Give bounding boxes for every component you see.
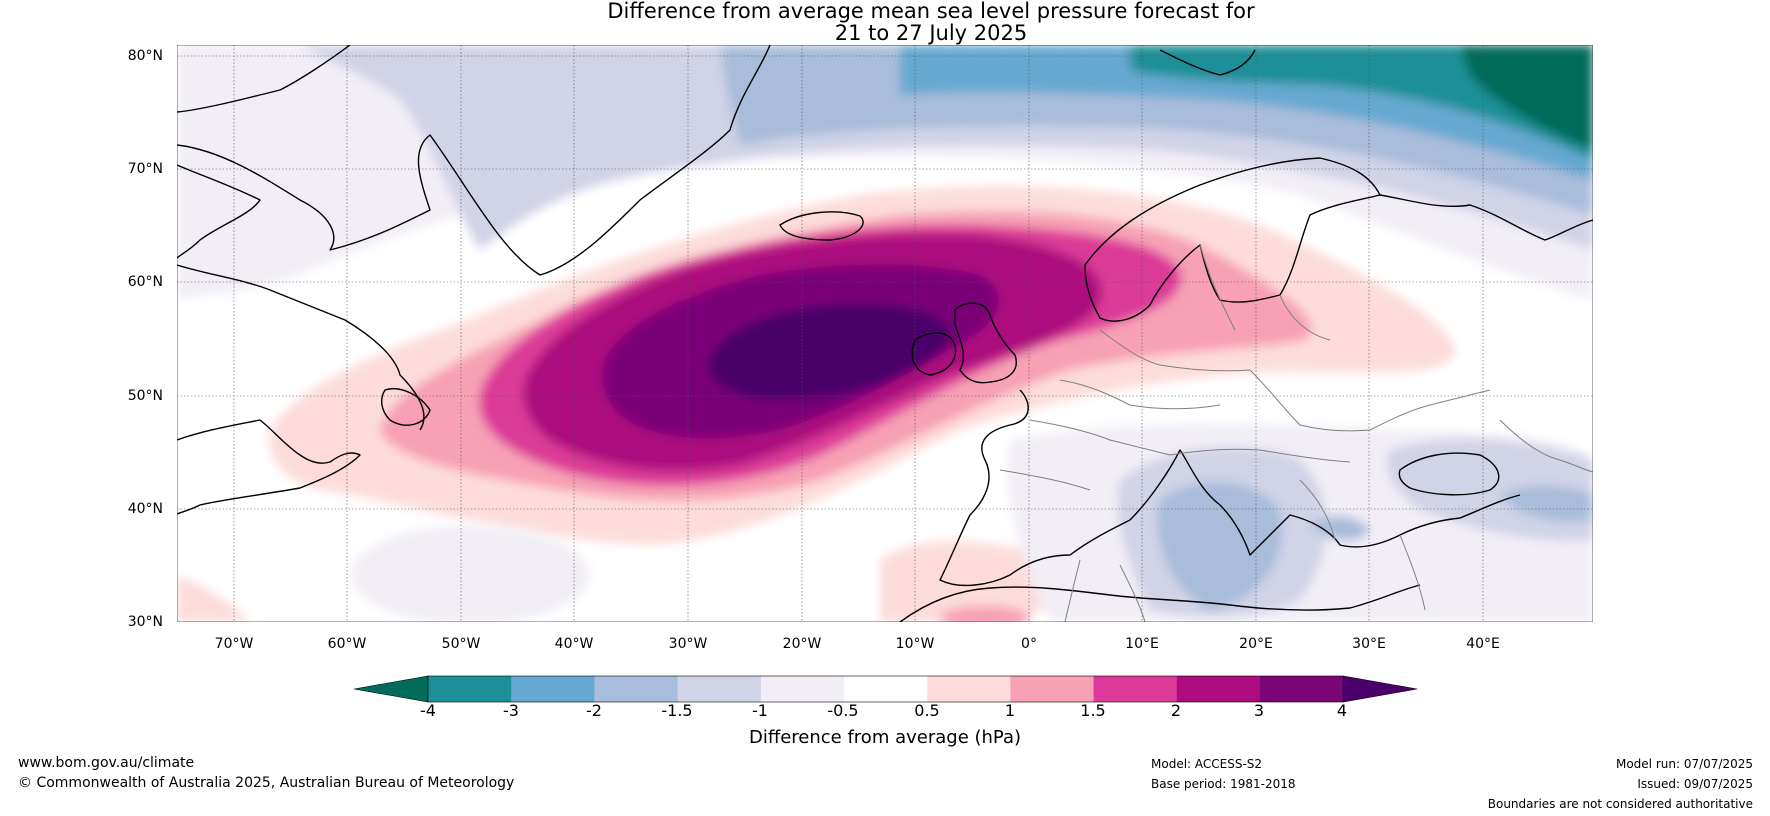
lat-label-40n: 40°N [127, 501, 163, 517]
copyright-text: © Commonwealth of Australia 2025, Austra… [18, 775, 515, 791]
colorbar [353, 675, 1418, 703]
colorbar-swatch [1260, 676, 1344, 702]
colorbar-tick: 4 [1336, 701, 1348, 720]
lon-label-10w: 10°W [895, 636, 935, 652]
baffin-coast [177, 164, 261, 259]
lon-label-60w: 60°W [327, 636, 367, 652]
colorbar-extend-low [353, 675, 429, 703]
colorbar-tick: -1.5 [661, 701, 693, 720]
colorbar-label: Difference from average (hPa) [748, 727, 1022, 748]
iceland-coast [779, 211, 864, 241]
north-africa-coast [899, 584, 1421, 622]
colorbar-tick: -2 [586, 701, 602, 720]
newfoundland-coast [381, 388, 431, 426]
greenland-north-coast [177, 45, 351, 113]
base-period: Base period: 1981-2018 [1151, 777, 1296, 791]
lon-label-50w: 50°W [441, 636, 481, 652]
colorbar-tick: -3 [503, 701, 519, 720]
colorbar-swatch [594, 676, 679, 702]
colorbar-extend-high [1342, 675, 1418, 703]
colorbar-swatch [844, 676, 928, 702]
svalbard-coast [1159, 49, 1256, 76]
colorbar-tick: -4 [420, 701, 436, 720]
colorbar-tick: 0.5 [914, 701, 940, 720]
colorbar-tick: 3 [1253, 701, 1265, 720]
lon-label-0: 0° [1021, 636, 1037, 652]
colorbar-swatch [428, 676, 512, 702]
issued-date: Issued: 09/07/2025 [1637, 777, 1753, 791]
negative-anomaly-arctic [177, 45, 1593, 300]
map-title-line-1: Difference from average mean sea level p… [607, 0, 1255, 23]
colorbar-swatch [1010, 676, 1095, 702]
model-run-date: Model run: 07/07/2025 [1615, 757, 1753, 771]
mediterranean-coast [1129, 449, 1521, 556]
colorbar-tick: 2 [1170, 701, 1182, 720]
lon-label-10e: 10°E [1125, 636, 1159, 652]
minor-anomaly-patches [177, 423, 1593, 622]
map-title-line-2: 21 to 27 July 2025 [834, 21, 1028, 45]
lon-label-20w: 20°W [782, 636, 822, 652]
website-link[interactable]: www.bom.gov.au/climate [18, 755, 195, 771]
lon-label-30w: 30°W [668, 636, 708, 652]
graticule [177, 45, 1593, 622]
pressure-anomaly-field [177, 45, 1593, 622]
colorbar-frame [427, 675, 1344, 703]
lon-label-40e: 40°E [1466, 636, 1500, 652]
scandinavia-coast [1084, 157, 1381, 322]
colorbar-tick: 1.5 [1080, 701, 1106, 720]
greenland-coast [177, 45, 771, 276]
lon-label-30e: 30°E [1352, 636, 1386, 652]
lat-label-70n: 70°N [127, 161, 163, 177]
model-name: Model: ACCESS-S2 [1151, 757, 1263, 771]
coastlines [177, 45, 1593, 622]
russia-arctic-coast [1379, 194, 1593, 241]
colorbar-swatch [1176, 676, 1261, 702]
colorbar-swatch [677, 676, 762, 702]
ireland-coast [911, 332, 957, 376]
lat-label-30n: 30°N [127, 614, 163, 630]
colorbar-tick: -1 [752, 701, 768, 720]
lon-label-20e: 20°E [1239, 636, 1273, 652]
boundaries-disclaimer: Boundaries are not considered authoritat… [1487, 797, 1753, 811]
country-borders [999, 244, 1593, 622]
lon-label-70w: 70°W [214, 636, 254, 652]
colorbar-tick: -0.5 [827, 701, 859, 720]
colorbar-swatch [1093, 676, 1178, 702]
lat-label-60n: 60°N [127, 274, 163, 290]
positive-anomaly-north-atlantic [269, 186, 1456, 546]
labrador-coast [177, 264, 425, 431]
us-canada-east-coast [177, 419, 361, 515]
lat-label-50n: 50°N [127, 388, 163, 404]
europe-atlantic-coast [939, 389, 1131, 587]
lat-label-80n: 80°N [127, 48, 163, 64]
black-sea-coast [1398, 452, 1500, 496]
colorbar-swatch [511, 676, 595, 702]
colorbar-tick: 1 [1004, 701, 1016, 720]
lon-label-40w: 40°W [554, 636, 594, 652]
colorbar-swatch [927, 676, 1011, 702]
britain-coast [954, 302, 1017, 384]
colorbar-swatch [760, 676, 845, 702]
